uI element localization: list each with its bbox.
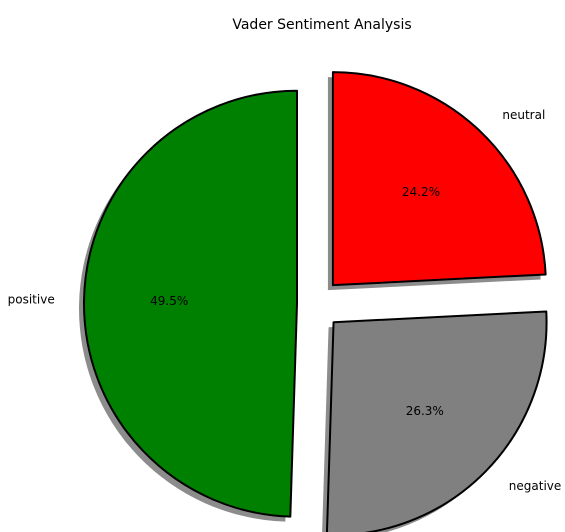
value-label: 49.5% [150, 294, 188, 308]
value-label: 24.2% [402, 185, 440, 199]
slice [331, 71, 547, 287]
category-label: negative [509, 479, 561, 493]
slice [325, 310, 548, 532]
chart-title: Vader Sentiment Analysis [232, 17, 411, 33]
category-label: neutral [502, 108, 545, 122]
value-label: 26.3% [406, 404, 444, 418]
slice [83, 89, 299, 518]
category-label: positive [8, 293, 55, 307]
